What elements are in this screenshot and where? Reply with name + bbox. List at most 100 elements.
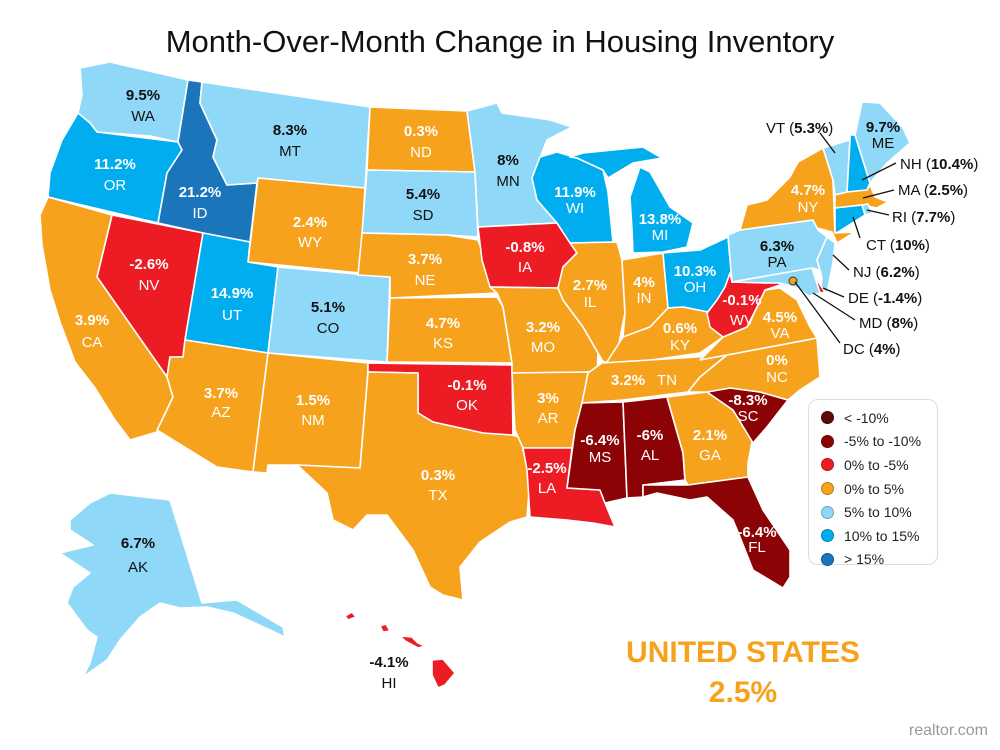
state-value-hi: -4.1% <box>369 654 408 671</box>
state-abbr-ne: NE <box>415 272 436 289</box>
state-hi[interactable] <box>344 611 357 621</box>
state-value-la: -2.5% <box>527 460 566 477</box>
state-abbr-sc: SC <box>738 408 759 425</box>
state-abbr-ut: UT <box>222 307 242 324</box>
legend-item: -5% to -10% <box>809 430 937 454</box>
state-abbr-az: AZ <box>211 404 230 421</box>
legend-swatch <box>821 505 834 519</box>
state-value-md: 8% <box>892 315 914 332</box>
legend-label: > 15% <box>844 551 885 568</box>
state-tx[interactable] <box>296 371 531 601</box>
state-abbr-me: ME <box>872 135 895 152</box>
map-title: Month-Over-Month Change in Housing Inven… <box>165 24 835 59</box>
state-abbr-pa: PA <box>768 254 787 271</box>
state-value-co: 5.1% <box>311 299 345 316</box>
state-abbr-mt: MT <box>279 143 301 160</box>
callout-line-de <box>822 287 845 298</box>
state-value-ia: -0.8% <box>505 239 544 256</box>
callout-line-nj <box>832 254 850 271</box>
state-abbr-de: DE ( <box>848 290 878 307</box>
state-value-ct: 10% <box>895 237 925 254</box>
state-fl[interactable] <box>642 476 791 589</box>
state-value-tx: 0.3% <box>421 467 455 484</box>
state-abbr-wi: WI <box>566 200 584 217</box>
state-abbr-ak: AK <box>128 559 148 576</box>
callout-line-ct <box>852 216 861 239</box>
state-value-ar: 3% <box>537 390 559 407</box>
state-hi[interactable] <box>379 623 391 633</box>
callout-label-ri: RI (7.7%) <box>892 209 955 226</box>
state-value-mi: 13.8% <box>639 211 682 228</box>
state-abbr-ca: CA <box>82 334 103 351</box>
state-value-mt: 8.3% <box>273 122 307 139</box>
state-value-ne: 3.7% <box>408 251 442 268</box>
state-sd[interactable] <box>361 169 479 238</box>
state-ny[interactable] <box>739 147 856 244</box>
callout-lines <box>794 132 897 344</box>
state-me[interactable] <box>854 101 911 184</box>
state-value-vt: 5.3% <box>794 120 828 137</box>
callout-line-ri <box>866 209 890 216</box>
state-ca[interactable] <box>39 196 174 441</box>
callout-label-ct: CT (10%) <box>866 237 930 254</box>
legend-swatch <box>821 482 834 496</box>
legend-label: 0% to 5% <box>844 480 904 497</box>
state-wa[interactable] <box>77 61 189 143</box>
state-hi[interactable] <box>431 658 456 689</box>
state-value-mo: 3.2% <box>526 319 560 336</box>
legend-item: 0% to 5% <box>809 477 937 501</box>
state-abbr-sd: SD <box>413 207 434 224</box>
callout-label-de: DE (-1.4%) <box>848 290 922 307</box>
state-abbr-ma: MA ( <box>898 182 929 199</box>
legend-swatch <box>821 434 834 448</box>
state-value-nm: 1.5% <box>296 392 330 409</box>
state-abbr-ar: AR <box>538 410 559 427</box>
state-abbr-oh: OH <box>684 279 707 296</box>
state-value-il: 2.7% <box>573 277 607 294</box>
state-value-ms: -6.4% <box>580 432 619 449</box>
state-abbr-ok: OK <box>456 397 478 414</box>
state-abbr-wy: WY <box>298 234 322 251</box>
state-abbr-or: OR <box>104 177 127 194</box>
state-hi[interactable] <box>399 635 426 649</box>
state-abbr-ia: IA <box>518 259 532 276</box>
state-value-in: 4% <box>633 274 655 291</box>
state-ne[interactable] <box>357 232 498 299</box>
state-value-nc: 0% <box>766 352 788 369</box>
callout-label-nh: NH (10.4%) <box>900 156 978 173</box>
state-abbr-md: MD ( <box>859 315 892 332</box>
legend: < -10% -5% to -10% 0% to -5% 0% to 5% 5% to … <box>808 399 938 568</box>
state-abbr-wv: WV <box>730 312 754 329</box>
state-shapes <box>39 61 911 689</box>
state-ct[interactable] <box>834 204 866 234</box>
state-value-id: 21.2% <box>179 184 222 201</box>
state-abbr-mo: MO <box>531 339 555 356</box>
state-abbr-nd: ND <box>410 144 432 161</box>
state-labels: 9.5% WA 11.2% OR 21.2% ID 8.3% MT 2.4% WY -2.6% NV 3… <box>75 87 978 692</box>
legend-swatch <box>821 529 834 543</box>
source-credit: realtor.com <box>908 722 988 739</box>
state-value-ga: 2.1% <box>693 427 727 444</box>
state-mi[interactable] <box>629 166 694 254</box>
state-abbr-va: VA <box>771 325 790 342</box>
state-value-pa: 6.3% <box>760 238 794 255</box>
state-nc[interactable] <box>687 337 821 401</box>
state-abbr-la: LA <box>538 480 556 497</box>
state-abbr-ri: RI ( <box>892 209 916 226</box>
state-value-sc: -8.3% <box>728 392 767 409</box>
national-value: 2.5% <box>708 676 778 709</box>
state-value-sd: 5.4% <box>406 186 440 203</box>
state-abbr-tx: TX <box>428 487 447 504</box>
state-mi[interactable] <box>569 146 663 179</box>
state-value-ca: 3.9% <box>75 312 109 329</box>
state-value-nd: 0.3% <box>404 123 438 140</box>
state-value-ri: 7.7% <box>916 209 950 226</box>
state-abbr-co: CO <box>317 320 340 337</box>
state-abbr-nc: NC <box>766 369 788 386</box>
state-value-nj: 6.2% <box>881 264 915 281</box>
state-ak[interactable] <box>59 492 286 678</box>
state-value-fl: -6.4% <box>737 524 776 541</box>
state-value-ny: 4.7% <box>791 182 825 199</box>
state-wi[interactable] <box>531 151 614 244</box>
